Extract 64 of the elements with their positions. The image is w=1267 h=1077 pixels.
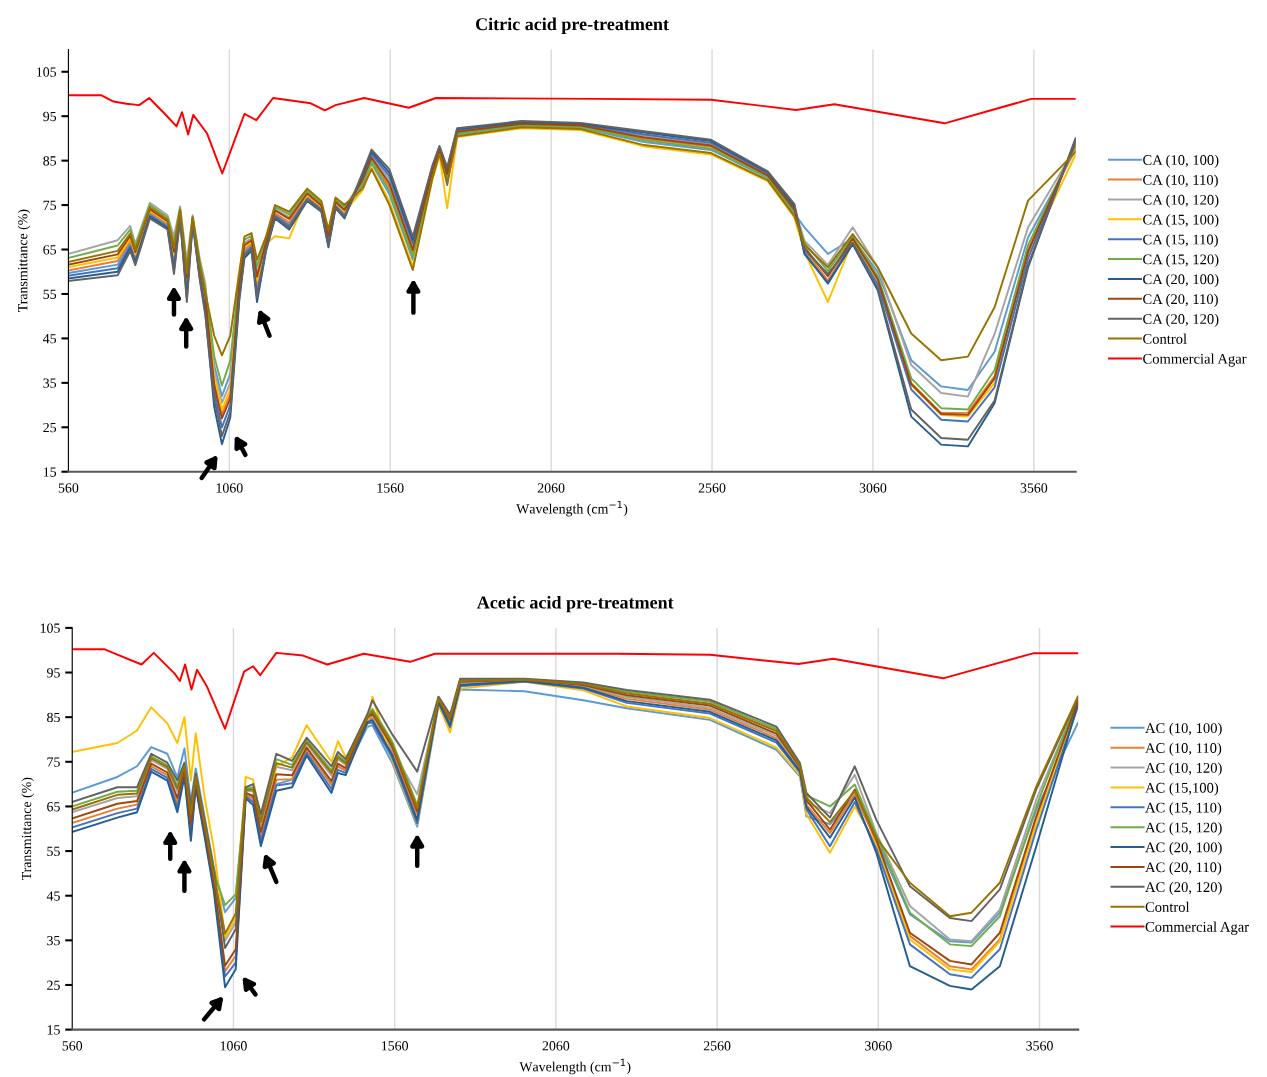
y-tick-label: 95 [46, 668, 60, 678]
y-tick-label: 75 [43, 200, 57, 211]
x-tick-label: 2560 [703, 1041, 731, 1051]
line-series [72, 648, 1079, 730]
x-tick-label: 1060 [220, 1041, 247, 1051]
y-tick-label: 95 [43, 111, 57, 122]
chart-title: Acetic acid pre-treatment [476, 595, 674, 613]
x-tick-label: 1560 [381, 1041, 409, 1051]
chart-title: Citric acid pre-treatment [475, 17, 669, 34]
x-tick-label: 3060 [859, 483, 887, 493]
x-tick-label: 3560 [1026, 1041, 1053, 1051]
y-tick-label: 45 [42, 334, 57, 344]
x-tick-label: 560 [58, 483, 79, 493]
legend-label: CA (15, 120) [1143, 254, 1219, 268]
y-axis-title: Transmittance (%) [17, 209, 31, 313]
legend-label: Commercial Agar [1143, 353, 1247, 367]
line-series [68, 94, 1076, 175]
legend-label: AC (10, 110) [1145, 742, 1222, 756]
y-tick-label: 25 [43, 422, 57, 433]
x-tick-label: 3560 [1020, 483, 1048, 493]
x-tick-label: 2560 [698, 483, 726, 493]
x-tick-label: 560 [62, 1041, 83, 1051]
legend-label: Control [1143, 333, 1187, 344]
y-tick-label: 35 [43, 378, 57, 388]
y-tick-label: 85 [43, 156, 57, 166]
y-tick-label: 65 [47, 802, 60, 812]
y-tick-label: 15 [43, 467, 57, 477]
legend-label: CA (10, 100) [1143, 154, 1219, 168]
legend-label: CA (20, 110) [1143, 293, 1218, 308]
x-tick-label: 2060 [537, 483, 565, 493]
y-tick-label: 55 [43, 289, 57, 299]
y-axis-title: Transmittance (%) [21, 777, 35, 881]
legend-label: AC (15, 120) [1145, 822, 1222, 836]
y-tick-label: 65 [43, 245, 57, 255]
legend-label: AC (20, 100) [1145, 842, 1222, 856]
x-tick-label: 3060 [865, 1041, 892, 1051]
x-axis-title: Wavelength (cm$^{−1}$) [516, 500, 628, 517]
legend-label: CA (20, 100) [1143, 273, 1219, 288]
y-tick-label: 105 [40, 623, 60, 633]
legend-label: AC (10, 100) [1145, 722, 1222, 736]
y-tick-label: 25 [47, 980, 60, 990]
legend-label: CA (20, 120) [1143, 313, 1219, 327]
legend-label: AC (10, 120) [1145, 762, 1222, 776]
y-tick-label: 35 [47, 935, 60, 946]
y-tick-label: 85 [47, 712, 60, 723]
y-tick-label: 15 [47, 1025, 60, 1035]
x-tick-label: 1060 [216, 483, 243, 493]
legend-label: AC (15,100) [1145, 782, 1219, 796]
y-tick-label: 75 [47, 757, 60, 767]
legend-label: CA (15, 110) [1143, 234, 1218, 248]
legend-label: CA (10, 120) [1143, 194, 1219, 208]
legend-label: Commercial Agar [1145, 921, 1249, 935]
y-tick-label: 45 [46, 891, 60, 901]
legend-label: CA (15, 100) [1143, 214, 1219, 228]
legend-label: AC (20, 110) [1145, 861, 1222, 876]
legend-label: AC (20, 120) [1145, 881, 1222, 896]
legend-label: CA (10, 110) [1143, 174, 1218, 188]
x-axis-title: Wavelength (cm$^{−1}$) [519, 1058, 631, 1075]
y-tick-label: 105 [37, 67, 57, 77]
legend-label: Control [1145, 901, 1190, 912]
legend-label: AC (15, 110) [1145, 802, 1222, 816]
x-tick-label: 2060 [542, 1041, 570, 1051]
y-tick-label: 55 [47, 846, 60, 857]
x-tick-label: 1560 [377, 483, 404, 493]
